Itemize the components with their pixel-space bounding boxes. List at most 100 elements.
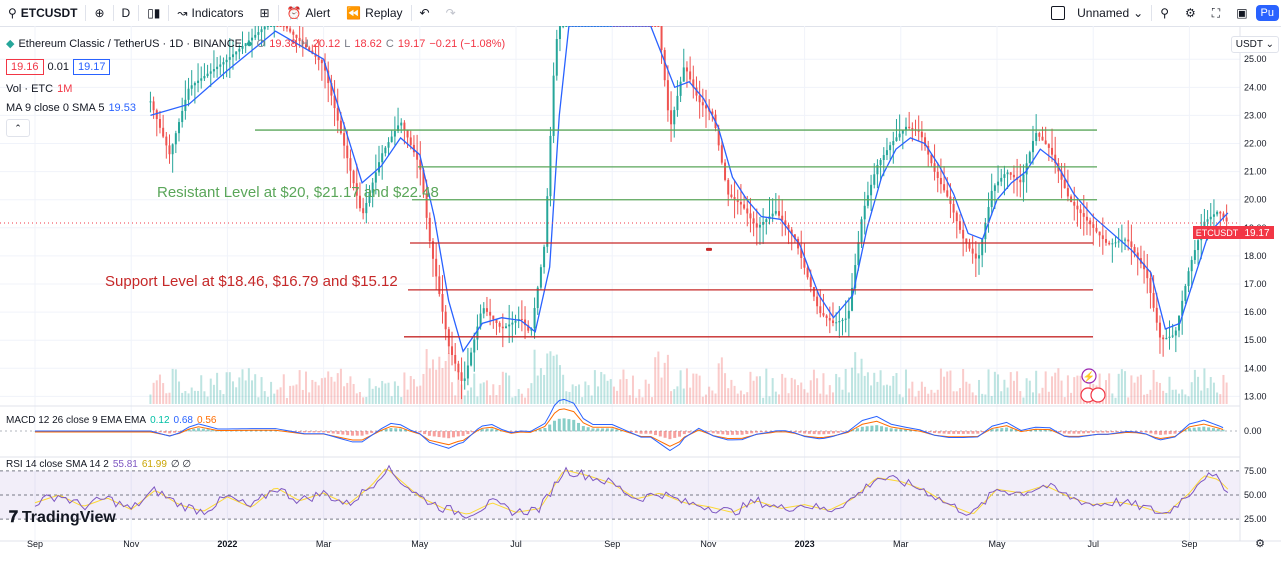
volume-bar [260,377,263,404]
alert-button[interactable]: ⏰ Alert [279,0,339,26]
macd-histogram-bar [548,424,552,432]
macd-histogram-bar [586,427,590,432]
volume-bar [720,357,723,404]
volume-bar [1162,390,1165,404]
macd-histogram-bar [581,426,585,432]
volume-bar [717,363,720,404]
volume-bar [419,385,422,404]
rsi-value: 55.81 [112,459,138,470]
candle-body [1181,300,1184,316]
candle-body [352,170,355,184]
currency-selector[interactable]: USDT ⌄ [1230,36,1279,53]
volume-bar [882,385,885,404]
time-axis[interactable]: Sep Nov 2022 Mar May Jul Sep Nov 2023 Mar May Jul Se… [0,538,1281,550]
volume-bar [701,396,704,404]
volume-bar [866,372,869,404]
candle-body [793,234,796,239]
buy-button[interactable]: 19.17 [72,59,111,75]
tradingview-logo[interactable]: 𝟕 TradingView [9,509,116,527]
volume-bar [536,375,539,404]
candle-body [857,242,860,266]
sell-button[interactable]: 19.16 [6,59,44,75]
level-lines[interactable] [0,129,1240,338]
settings-button[interactable]: ⚙ [1177,0,1204,26]
candle-body [882,155,885,161]
candle-body [155,110,158,119]
volume-bar [1136,376,1139,404]
candle-body [473,339,476,353]
candle-body [787,225,790,230]
candle-body [1114,242,1117,244]
macd-histogram-bar [427,431,431,436]
rsi-ma-line [34,468,1229,515]
lightning-icon[interactable] [1081,368,1097,384]
candle-body [555,39,558,76]
volume-bar [266,396,269,404]
indicators-button[interactable]: ↝ Indicators [169,0,251,26]
candle-body [260,29,263,33]
volume-bar [930,389,933,404]
volume-bar [393,381,396,404]
grid-icon: ⊞ [259,6,270,20]
volume-bar [1174,389,1177,404]
volume-bar [1051,376,1054,404]
macd-histogram-bar [168,431,172,434]
collapse-legend-button[interactable]: ⌃ [6,119,30,137]
replay-button[interactable]: ⏪ Replay [338,0,410,26]
candle-body [482,308,485,314]
volume-bar [384,383,387,404]
macd-histogram-bar [706,431,710,433]
publish-button[interactable]: Pu [1255,5,1279,21]
high-value: 20.12 [312,37,341,50]
macd-histogram-bar [1211,428,1215,432]
macd-histogram-bar [1139,431,1143,433]
fullscreen-button[interactable]: ⛶ [1204,0,1228,26]
us-flag-icon[interactable] [1090,387,1106,403]
undo-button[interactable]: ↶ [412,0,438,26]
rsi-legend[interactable]: RSI 14 close SMA 14 2 55.81 61.99 ∅ ∅ [6,459,191,470]
ma-legend[interactable]: MA 9 close 0 SMA 5 19.53 [6,102,136,114]
snapshot-button[interactable]: ▣ [1228,0,1255,26]
price-axis[interactable]: 25.0024.0023.0022.0021.0020.0019.0018.00… [1239,26,1267,541]
layout-menu[interactable]: Unnamed ⌄ [1043,0,1151,26]
candle-body [670,110,673,125]
volume-bar [184,391,187,404]
candle-body [1051,147,1054,155]
candle-body [1130,241,1133,247]
chart-type-button[interactable]: ▯▮ [139,0,168,26]
resistance-annotation[interactable]: Resistant Level at $20, $21.17 and $22.4… [157,184,439,201]
candle-body [527,325,530,331]
macd-histogram-bar [201,428,205,432]
chevron-down-icon: ⌄ [1265,39,1274,50]
volume-bar [470,387,473,404]
candle-body [695,87,698,96]
chart-canvas[interactable]: 0.00 75.00 50.00 25.00 25.00 24.00 23.00 22.0… [0,26,1281,564]
symbol-search[interactable]: ⚲ ETCUSDT [0,0,85,26]
volume-bar [749,371,752,404]
candle-body [1143,263,1146,270]
candle-body [384,147,387,154]
volume-bar [1047,391,1050,404]
templates-button[interactable]: ⊞ [252,0,278,26]
volume-bar [685,368,688,404]
candle-body [1063,179,1066,189]
volume-bar [581,397,584,404]
candle-body [428,217,431,242]
candle-body [727,179,730,195]
volume-bar [1225,382,1228,404]
candle-body [254,34,257,38]
quick-search-button[interactable]: ⚲ [1152,0,1177,26]
interval-button[interactable]: D [114,0,139,26]
macd-histogram-bar [1096,431,1100,433]
volume-legend[interactable]: Vol · ETC 1M [6,83,72,95]
macd-legend[interactable]: MACD 12 26 close 9 EMA EMA 0.12 0.68 0.5… [6,415,216,426]
candle-body [981,239,984,256]
compare-button[interactable]: ⊕ [86,0,112,26]
replay-label: Replay [365,6,403,20]
candle-body [679,81,682,96]
event-icons[interactable]: ⚡ [1080,368,1106,403]
volume-bar [1073,377,1076,404]
support-annotation[interactable]: Support Level at $18.46, $16.79 and $15.… [105,273,398,290]
redo-button[interactable]: ↷ [438,0,464,26]
ma-value: 19.53 [108,102,136,114]
